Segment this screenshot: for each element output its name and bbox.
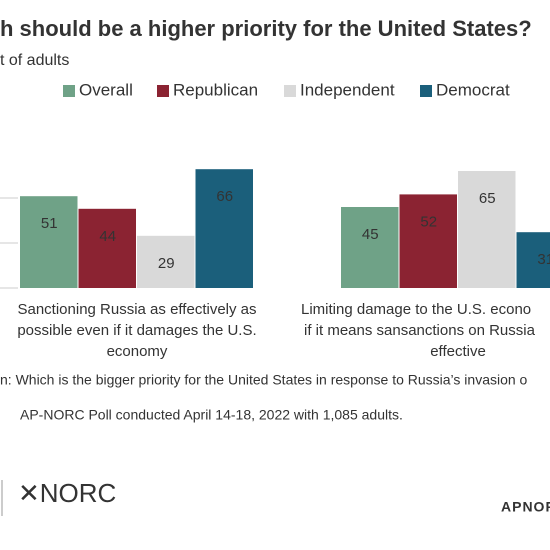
bar (78, 208, 136, 288)
bar (137, 235, 195, 288)
source: AP-NORC Poll conducted April 14-18, 2022… (20, 407, 403, 423)
legend-label: Democrat (436, 80, 510, 99)
legend-swatch (420, 85, 432, 97)
x-tick-label: if it means sansanctions on Russia (304, 322, 536, 339)
legend-swatch (284, 85, 296, 97)
chart-title: h should be a higher priority for the Un… (0, 16, 532, 41)
legend-swatch (157, 85, 169, 97)
value-label: 51 (41, 215, 58, 232)
value-label: 45 (362, 226, 379, 243)
bar (341, 207, 399, 288)
x-tick-label: effective (430, 343, 486, 360)
x-tick-label: Sanctioning Russia as effectively as (17, 301, 256, 318)
bar (399, 194, 457, 288)
x-tick-label: Limiting damage to the U.S. econo (301, 301, 531, 318)
value-label: 31 (537, 251, 550, 268)
bar (516, 232, 550, 288)
value-label: 44 (99, 228, 116, 245)
legend-label: Overall (79, 80, 133, 99)
bar (20, 196, 78, 288)
value-label: 52 (420, 213, 437, 230)
value-label: 29 (158, 255, 175, 272)
bar (458, 171, 516, 288)
note: n: Which is the bigger priority for the … (0, 372, 528, 388)
x-tick-label: economy (107, 343, 168, 360)
bar (195, 169, 253, 288)
logo: ✕NORC (18, 478, 116, 508)
x-tick-label: possible even if it damages the U.S. (17, 322, 256, 339)
brand: APNOR (501, 499, 550, 515)
value-label: 66 (216, 188, 233, 205)
legend-label: Independent (300, 80, 395, 99)
legend-swatch (63, 85, 75, 97)
legend-label: Republican (173, 80, 258, 99)
chart-subtitle: t of adults (0, 52, 69, 69)
value-label: 65 (479, 190, 496, 207)
